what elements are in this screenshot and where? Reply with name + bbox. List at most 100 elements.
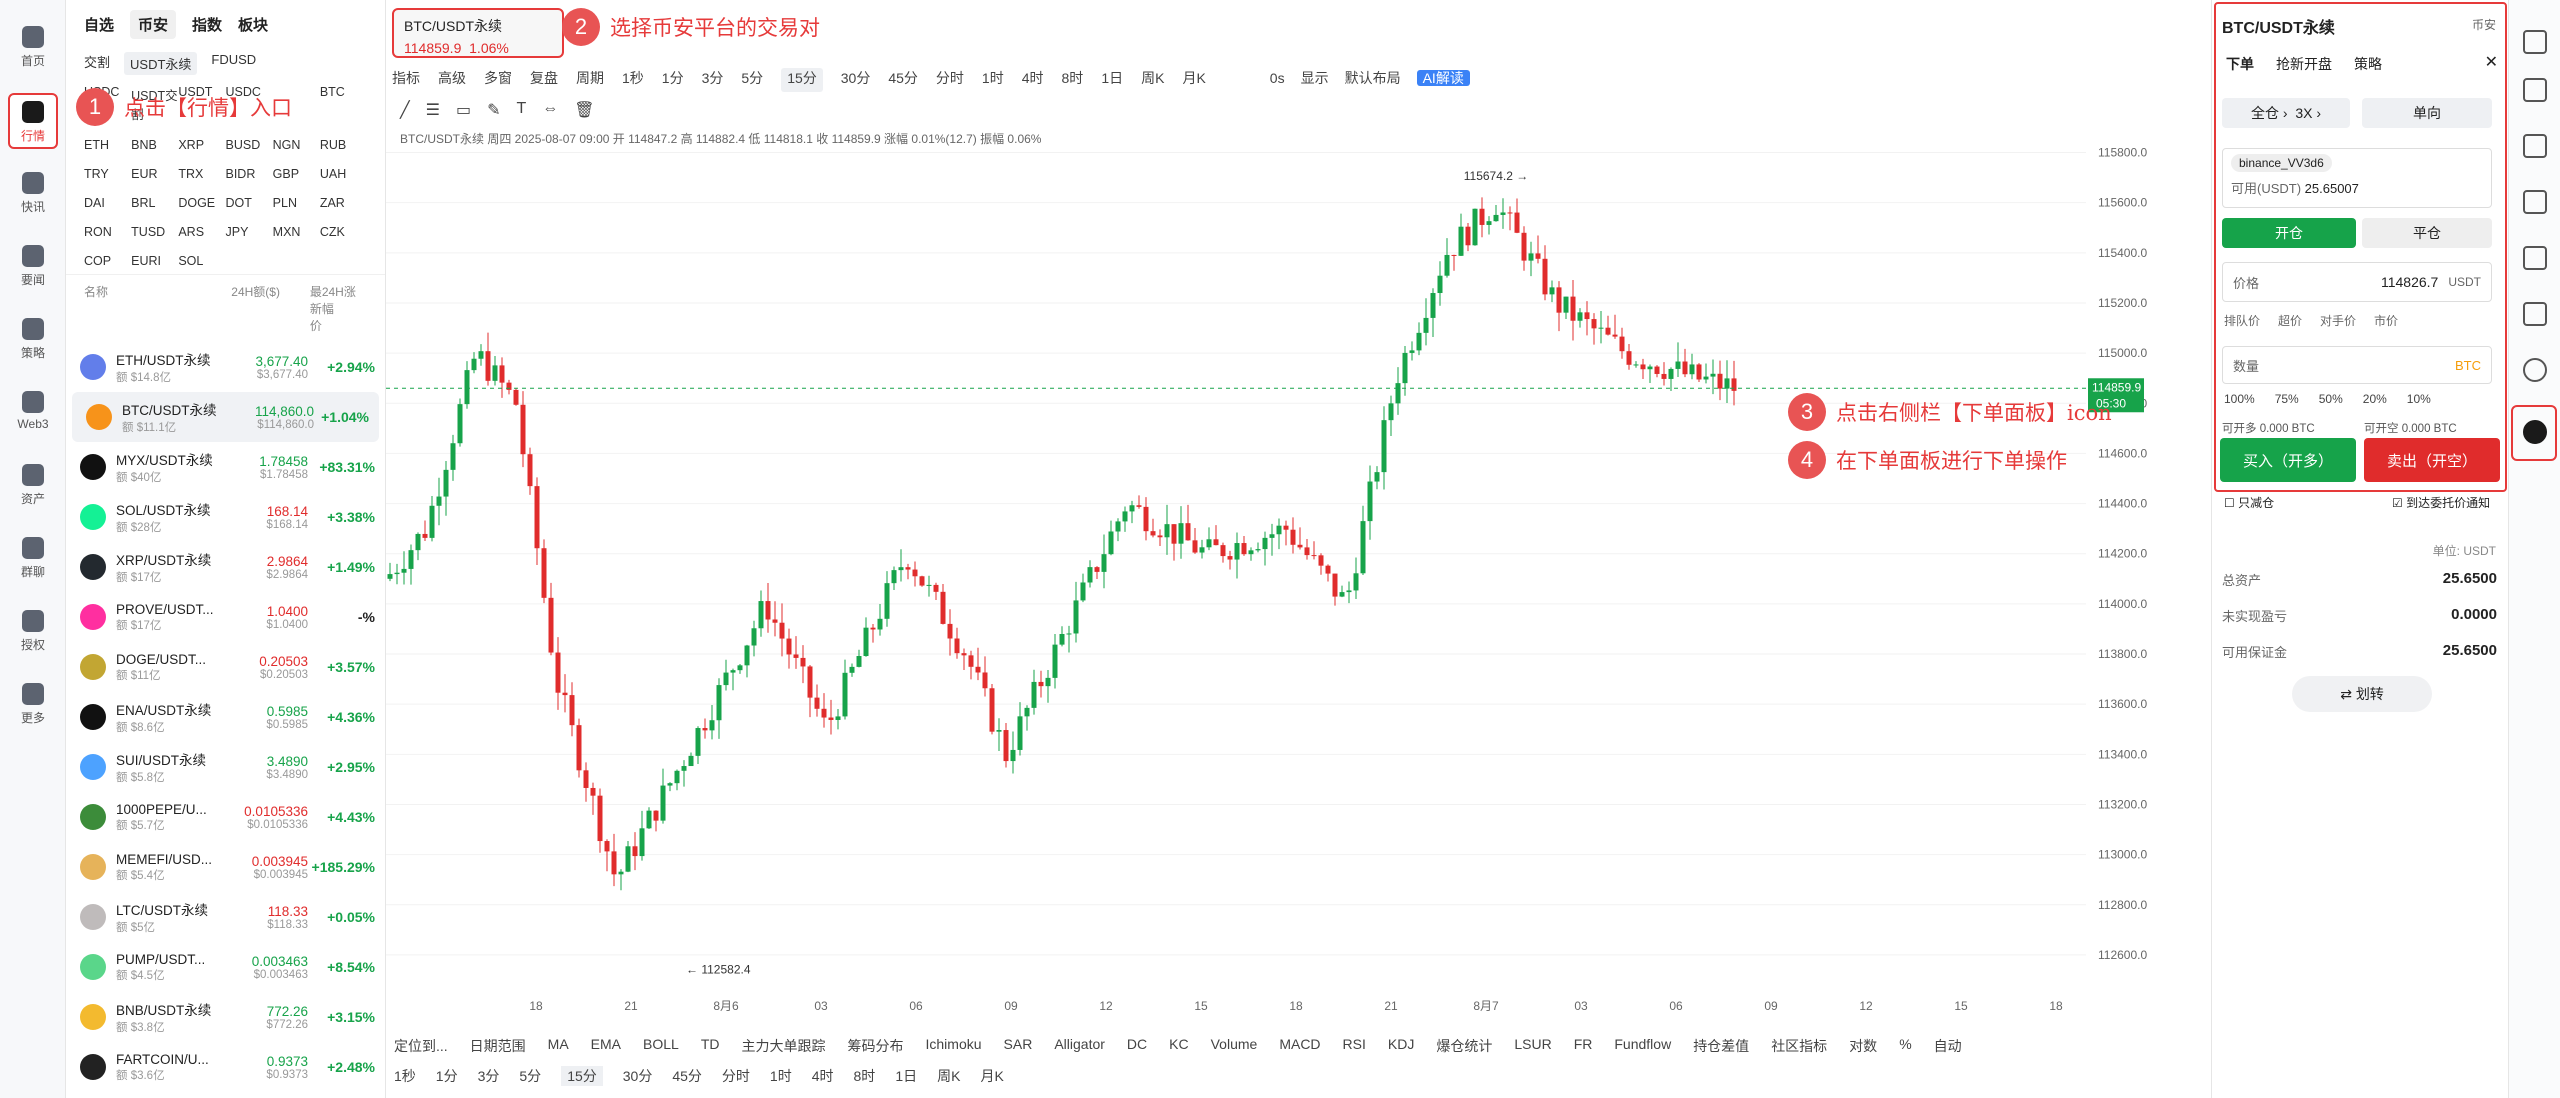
rect-tool-icon[interactable]: ▭	[455, 102, 472, 119]
indicator-item[interactable]: TD	[700, 1036, 720, 1052]
currency-filter[interactable]: USDC	[225, 85, 261, 99]
period-item[interactable]: 1日	[895, 1068, 918, 1084]
currency-filter[interactable]: RUB	[319, 138, 347, 152]
nav-news[interactable]: 快讯	[8, 166, 58, 222]
nav-home[interactable]: 首页	[8, 20, 58, 76]
currency-filter[interactable]: XRP	[178, 138, 205, 152]
indicator-item[interactable]: 主力大单跟踪	[741, 1038, 826, 1054]
account-chip[interactable]: binance_VV3d6	[2231, 154, 2332, 172]
toolbar-item[interactable]: 高级	[438, 70, 466, 86]
toolbar-item[interactable]: 1日	[1101, 70, 1124, 86]
nav-market[interactable]: 行情	[8, 93, 58, 149]
market-row[interactable]: MYX/USDT永续额 $40亿 1.78458 $1.78458 +83.31%	[66, 442, 385, 492]
toolbar-item[interactable]: 分时	[935, 70, 964, 86]
toolbar-item[interactable]: 复盘	[530, 70, 558, 86]
table-icon[interactable]	[2523, 246, 2547, 270]
indicator-item[interactable]: 社区指标	[1771, 1038, 1828, 1054]
currency-filter[interactable]: TRX	[178, 167, 204, 181]
percent-option[interactable]: 100%	[2224, 392, 2255, 406]
order-exchange[interactable]: 币安	[2471, 18, 2496, 32]
indicator-item[interactable]: 筹码分布	[847, 1038, 904, 1054]
market-row[interactable]: ETH/USDT永续额 $14.8亿 3,677.40 $3,677.40 +2.94…	[66, 342, 385, 392]
indicator-item[interactable]: Ichimoku	[925, 1036, 982, 1052]
indicator-item[interactable]: EMA	[590, 1036, 622, 1052]
currency-filter[interactable]: MXN	[272, 225, 301, 239]
toolbar-item[interactable]: 45分	[888, 70, 918, 86]
indicator-item[interactable]: Alligator	[1054, 1036, 1105, 1052]
indicator-item[interactable]: 日期范围	[469, 1038, 526, 1054]
currency-filter[interactable]: COP	[84, 254, 112, 268]
currency-filter[interactable]: ARS	[178, 225, 205, 239]
currency-filter[interactable]: USDT	[178, 85, 213, 99]
indicator-item[interactable]: LSUR	[1514, 1036, 1552, 1052]
market-row[interactable]: SUI/USDT永续额 $5.8亿 3.4890 $3.4890 +2.95%	[66, 742, 385, 792]
market-row[interactable]: DOGE/USDT... 额 $11亿 0.20503 $0.20503 +3.57%	[66, 642, 385, 692]
indicator-item[interactable]: BOLL	[643, 1036, 679, 1052]
period-item[interactable]: 分时	[721, 1068, 750, 1084]
toolbar-item[interactable]: 多窗	[484, 70, 512, 86]
toolbar-item[interactable]: 30分	[840, 70, 871, 86]
market-row[interactable]: FARTCOIN/U... 额 $3.6亿 0.9373 $0.9373 +2.48%	[66, 1042, 385, 1092]
nav-strategy[interactable]: 策略	[8, 312, 58, 368]
reduce-only-checkbox[interactable]: ☐ 只减仓	[2224, 496, 2275, 510]
chart-symbol-tab[interactable]: BTC/USDT永续 114859.9 1.06%	[392, 8, 564, 58]
sub-tab[interactable]: FDUSD	[211, 52, 257, 67]
indicator-item[interactable]: DC	[1126, 1036, 1148, 1052]
order-tab[interactable]: 下单	[2226, 56, 2254, 72]
order-panel-icon[interactable]	[2523, 420, 2547, 444]
currency-filter[interactable]: BIDR	[225, 167, 256, 181]
period-item[interactable]: 1时	[769, 1068, 792, 1084]
market-row[interactable]: LTC/USDT永续额 $5亿 118.33 $118.33 +0.05%	[66, 892, 385, 942]
toolbar-item[interactable]: 3分	[701, 70, 724, 86]
period-item[interactable]: 3分	[477, 1068, 500, 1084]
brush-tool-icon[interactable]: ✎	[487, 102, 501, 119]
period-item[interactable]: 5分	[519, 1068, 542, 1084]
nav-group[interactable]: 群聊	[8, 531, 58, 587]
currency-filter[interactable]: ZAR	[319, 196, 345, 210]
window-icon[interactable]	[2523, 302, 2547, 326]
toolbar-item[interactable]: 5分	[741, 70, 764, 86]
nav-auth[interactable]: 授权	[8, 604, 58, 660]
market-row[interactable]: PUMP/USDT... 额 $4.5亿 0.003463 $0.003463 +8.5…	[66, 942, 385, 992]
currency-filter[interactable]: USDT交割	[131, 89, 178, 122]
indicator-item[interactable]: MACD	[1279, 1036, 1321, 1052]
nav-assets[interactable]: 资产	[8, 458, 58, 514]
currency-filter[interactable]: NGN	[272, 138, 301, 152]
text-tool-icon[interactable]: T	[516, 100, 527, 117]
market-row[interactable]: MEMEFI/USD... 额 $5.4亿 0.003945 $0.003945 +18…	[66, 842, 385, 892]
currency-filter[interactable]: ETH	[84, 138, 109, 152]
indicator-item[interactable]: SAR	[1003, 1036, 1033, 1052]
toolbar-item[interactable]: 周期	[576, 70, 604, 86]
robot-icon[interactable]	[2523, 358, 2547, 382]
candlestick-chart[interactable]: 115800.0 115600.0 115400.0 115200.0 115000.0…	[386, 140, 2211, 1040]
currency-filter[interactable]: BNB	[131, 138, 157, 152]
indicator-item[interactable]: FR	[1573, 1036, 1593, 1052]
percent-option[interactable]: 10%	[2406, 392, 2431, 406]
toolbar-right-item[interactable]: 0s	[1269, 70, 1285, 86]
measure-tool-icon[interactable]: ⇔	[542, 100, 559, 117]
currency-filter[interactable]	[226, 254, 273, 268]
percent-option[interactable]: 50%	[2318, 392, 2343, 406]
indicator-item[interactable]: 爆仓统计	[1436, 1038, 1493, 1054]
period-item[interactable]: 15分	[561, 1066, 603, 1086]
market-row[interactable]: PENGU/USD...额 $3.5亿0.035117$0.035117+6.9…	[66, 1092, 385, 1098]
toolbar-item[interactable]: 月K	[1182, 70, 1206, 86]
toolbar-right-item[interactable]: AI解读	[1416, 70, 1470, 86]
chart-icon[interactable]	[2523, 190, 2547, 214]
top-tab[interactable]: 指数	[192, 16, 223, 34]
position-mode-button[interactable]: 单向	[2362, 98, 2492, 128]
toolbar-item[interactable]: 1时	[981, 70, 1004, 86]
toolbar-item[interactable]: 1分	[661, 70, 684, 86]
currency-filter[interactable]: PLN	[272, 196, 297, 210]
list-header-cell[interactable]: 24H额($)	[231, 285, 280, 299]
currency-filter[interactable]: BRL	[131, 196, 156, 210]
toolbar-item[interactable]: 1秒	[622, 70, 644, 86]
close-icon[interactable]: ✕	[2484, 54, 2498, 71]
period-item[interactable]: 周K	[937, 1068, 961, 1084]
list-header-cell[interactable]: 24H涨幅	[321, 285, 356, 316]
indicator-item[interactable]: KC	[1169, 1036, 1189, 1052]
indicator-item[interactable]: RSI	[1342, 1036, 1366, 1052]
order-tab[interactable]: 策略	[2354, 56, 2382, 72]
currency-filter[interactable]: GBP	[272, 167, 300, 181]
quantity-input[interactable]: 数量 BTC	[2222, 346, 2492, 384]
